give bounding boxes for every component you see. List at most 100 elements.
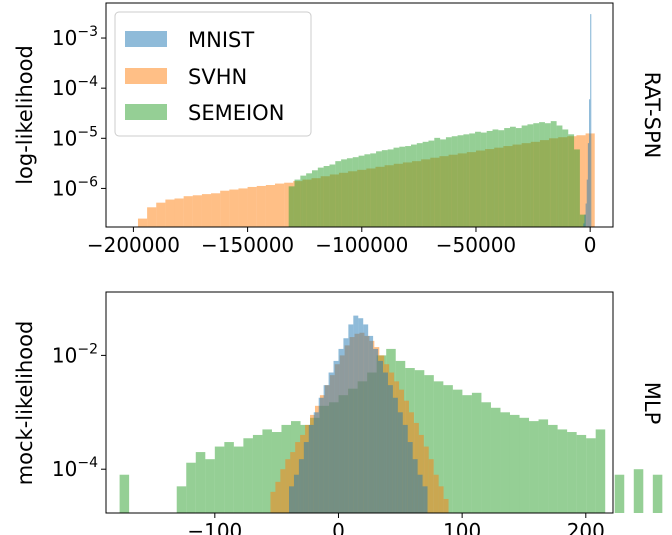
bar-mnist (358, 318, 364, 513)
bar-semeion (370, 153, 377, 227)
y-tick-label: 10−4 (52, 455, 98, 481)
bar-semeion (544, 123, 551, 227)
bar-svhn (211, 193, 221, 227)
bar-semeion (562, 129, 569, 227)
bar-mnist (583, 223, 585, 227)
bar-semeion (539, 122, 545, 227)
bar-semeion (376, 151, 382, 227)
x-axis-ticks: −100 0 100 200 (187, 513, 605, 535)
y-tick-label: 10−5 (52, 124, 98, 150)
bar-semeion (515, 128, 522, 227)
bar-semeion (586, 438, 596, 513)
bar-svhn (576, 135, 586, 227)
bar-svhn (238, 188, 248, 227)
bar-mnist (348, 324, 354, 513)
bar-semeion (300, 175, 307, 227)
legend-label-svhn: SVHN (188, 65, 247, 89)
plot-frame (105, 2, 614, 228)
bar-semeion (480, 132, 487, 227)
bar-semeion (195, 452, 206, 513)
bar-svhn (220, 190, 230, 227)
histogram-bars (137, 14, 595, 228)
bar-semeion (323, 166, 330, 227)
bar-semeion (411, 144, 417, 227)
bar-mnist (323, 385, 329, 513)
bar-semeion (490, 407, 501, 513)
bar-svhn (433, 474, 439, 513)
bar-svhn (229, 189, 239, 227)
bar-mnist (343, 338, 349, 513)
bar-semeion (475, 131, 481, 227)
bar-semeion (463, 134, 470, 227)
panel-mlp: −100 0 100 200 10−4 10−2 mock-likelihood MLP (13, 291, 664, 535)
bar-svhn (147, 207, 157, 227)
bar-mnist (383, 372, 388, 513)
bar-svhn (192, 195, 202, 227)
histogram-bars (119, 315, 663, 513)
bar-semeion (214, 446, 225, 513)
bar-svhn (438, 486, 444, 513)
bar-semeion (533, 123, 540, 227)
bar-semeion (335, 161, 342, 227)
panel-rat-spn: −200000 −150000 −100000 −50000 0 10−610−510−… (13, 2, 664, 257)
bar-semeion (186, 462, 196, 513)
bar-svhn (156, 202, 166, 227)
bar-semeion (387, 149, 394, 227)
y-axis-label: mock-likelihood (13, 321, 37, 486)
bar-svhn (137, 218, 148, 227)
x-tick-label: 200 (567, 519, 605, 535)
legend-label-mnist: MNIST (188, 28, 254, 52)
bar-semeion (252, 434, 263, 513)
bar-semeion (445, 137, 452, 227)
side-label-mlp: MLP (640, 382, 664, 424)
y-tick-label: 10−2 (52, 341, 98, 367)
x-axis-ticks: −200000 −150000 −100000 −50000 0 (87, 227, 597, 257)
bar-semeion (422, 141, 429, 227)
bar-svhn (201, 194, 212, 227)
bar-semeion (529, 421, 539, 513)
bar-semeion (579, 214, 586, 227)
bar-mnist (308, 424, 314, 513)
bar-semeion (557, 429, 568, 513)
bar-mnist (417, 474, 423, 513)
x-tick-label: −100 (187, 519, 242, 535)
bar-semeion (614, 474, 625, 513)
bar-mnist (328, 372, 334, 513)
bar-semeion (306, 173, 312, 227)
bar-semeion (509, 414, 520, 513)
bar-semeion (652, 474, 663, 513)
bar-semeion (317, 167, 324, 227)
y-axis-label: log-likelihood (13, 45, 37, 185)
bar-semeion (500, 412, 510, 513)
bar-svhn (418, 434, 424, 513)
bar-mnist (338, 348, 344, 513)
bar-semeion (358, 155, 365, 227)
bar-semeion (428, 140, 435, 227)
bar-semeion (498, 130, 505, 227)
bar-semeion (205, 459, 215, 513)
y-tick-label: 10−4 (52, 74, 98, 100)
bar-svhn (270, 491, 276, 513)
bar-mnist (363, 324, 369, 513)
bar-semeion (433, 381, 444, 513)
bar-svhn (247, 186, 257, 227)
bar-mnist (353, 315, 359, 513)
bar-svhn (290, 452, 296, 513)
bar-mnist (407, 442, 413, 513)
bar-semeion (346, 158, 353, 227)
y-axis-ticks: 10−6 10−5 10−4 10−3 (52, 24, 106, 200)
bar-svhn (174, 198, 184, 227)
bar-semeion (469, 133, 476, 227)
bar-semeion (224, 442, 234, 513)
bar-mnist (392, 397, 398, 513)
bar-semeion (556, 125, 563, 227)
bar-mnist (589, 99, 591, 227)
bar-mnist (333, 360, 339, 513)
bar-mnist (590, 14, 592, 228)
bar-semeion (288, 186, 295, 227)
x-tick-label: −200000 (87, 233, 180, 257)
bar-mnist (584, 214, 586, 227)
bar-mnist (402, 424, 408, 513)
bar-semeion (538, 419, 549, 513)
